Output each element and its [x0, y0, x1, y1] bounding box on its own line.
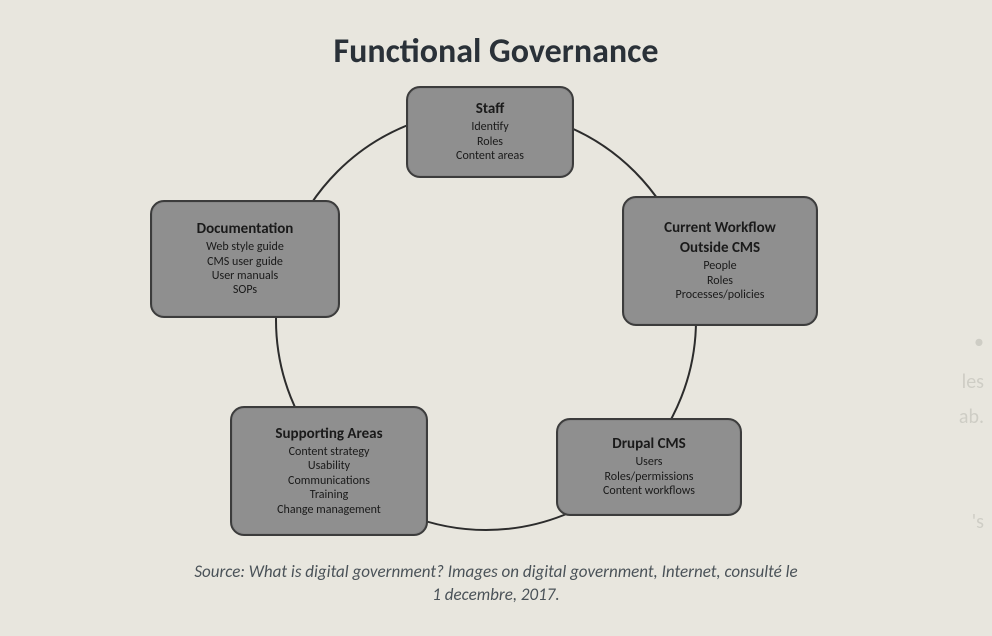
node-drupal-cms-line: Content workflows: [603, 484, 695, 498]
caption-line1: Source: What is digital government? Imag…: [194, 561, 797, 582]
node-supporting-areas: Supporting Areas Content strategy Usabil…: [230, 406, 428, 536]
node-supporting-areas-line: Training: [310, 488, 349, 502]
node-staff-line: Content areas: [456, 149, 524, 163]
node-current-workflow-line: People: [703, 259, 736, 273]
node-documentation-title: Documentation: [197, 220, 294, 238]
node-current-workflow-title1: Current Workflow: [664, 219, 776, 237]
node-supporting-areas-title: Supporting Areas: [275, 425, 382, 443]
node-current-workflow: Current Workflow Outside CMS People Role…: [622, 196, 818, 326]
node-drupal-cms-title: Drupal CMS: [612, 435, 686, 453]
node-documentation-line: Web style guide: [206, 240, 284, 254]
node-documentation-line: User manuals: [212, 269, 278, 283]
node-documentation: Documentation Web style guide CMS user g…: [150, 200, 340, 318]
node-supporting-areas-line: Content strategy: [289, 445, 370, 459]
caption-line2: 1 decembre, 2017.: [432, 584, 559, 605]
node-documentation-line: SOPs: [233, 283, 257, 297]
node-documentation-line: CMS user guide: [207, 255, 283, 269]
node-supporting-areas-line: Communications: [288, 474, 370, 488]
node-staff-line: Identify: [471, 120, 508, 134]
node-current-workflow-line: Processes/policies: [676, 288, 765, 302]
node-staff: Staff Identify Roles Content areas: [406, 86, 574, 178]
node-current-workflow-title2: Outside CMS: [680, 239, 760, 257]
node-supporting-areas-line: Usability: [308, 459, 350, 473]
node-current-workflow-line: Roles: [707, 274, 733, 288]
node-drupal-cms-line: Roles/permissions: [605, 470, 694, 484]
caption: Source: What is digital government? Imag…: [0, 561, 992, 607]
node-staff-title: Staff: [476, 100, 504, 118]
node-staff-line: Roles: [477, 135, 503, 149]
page: Functional Governance Staff Identify Rol…: [0, 0, 992, 636]
node-drupal-cms: Drupal CMS Users Roles/permissions Conte…: [556, 418, 742, 516]
node-drupal-cms-line: Users: [635, 455, 662, 469]
node-supporting-areas-line: Change management: [277, 503, 381, 517]
